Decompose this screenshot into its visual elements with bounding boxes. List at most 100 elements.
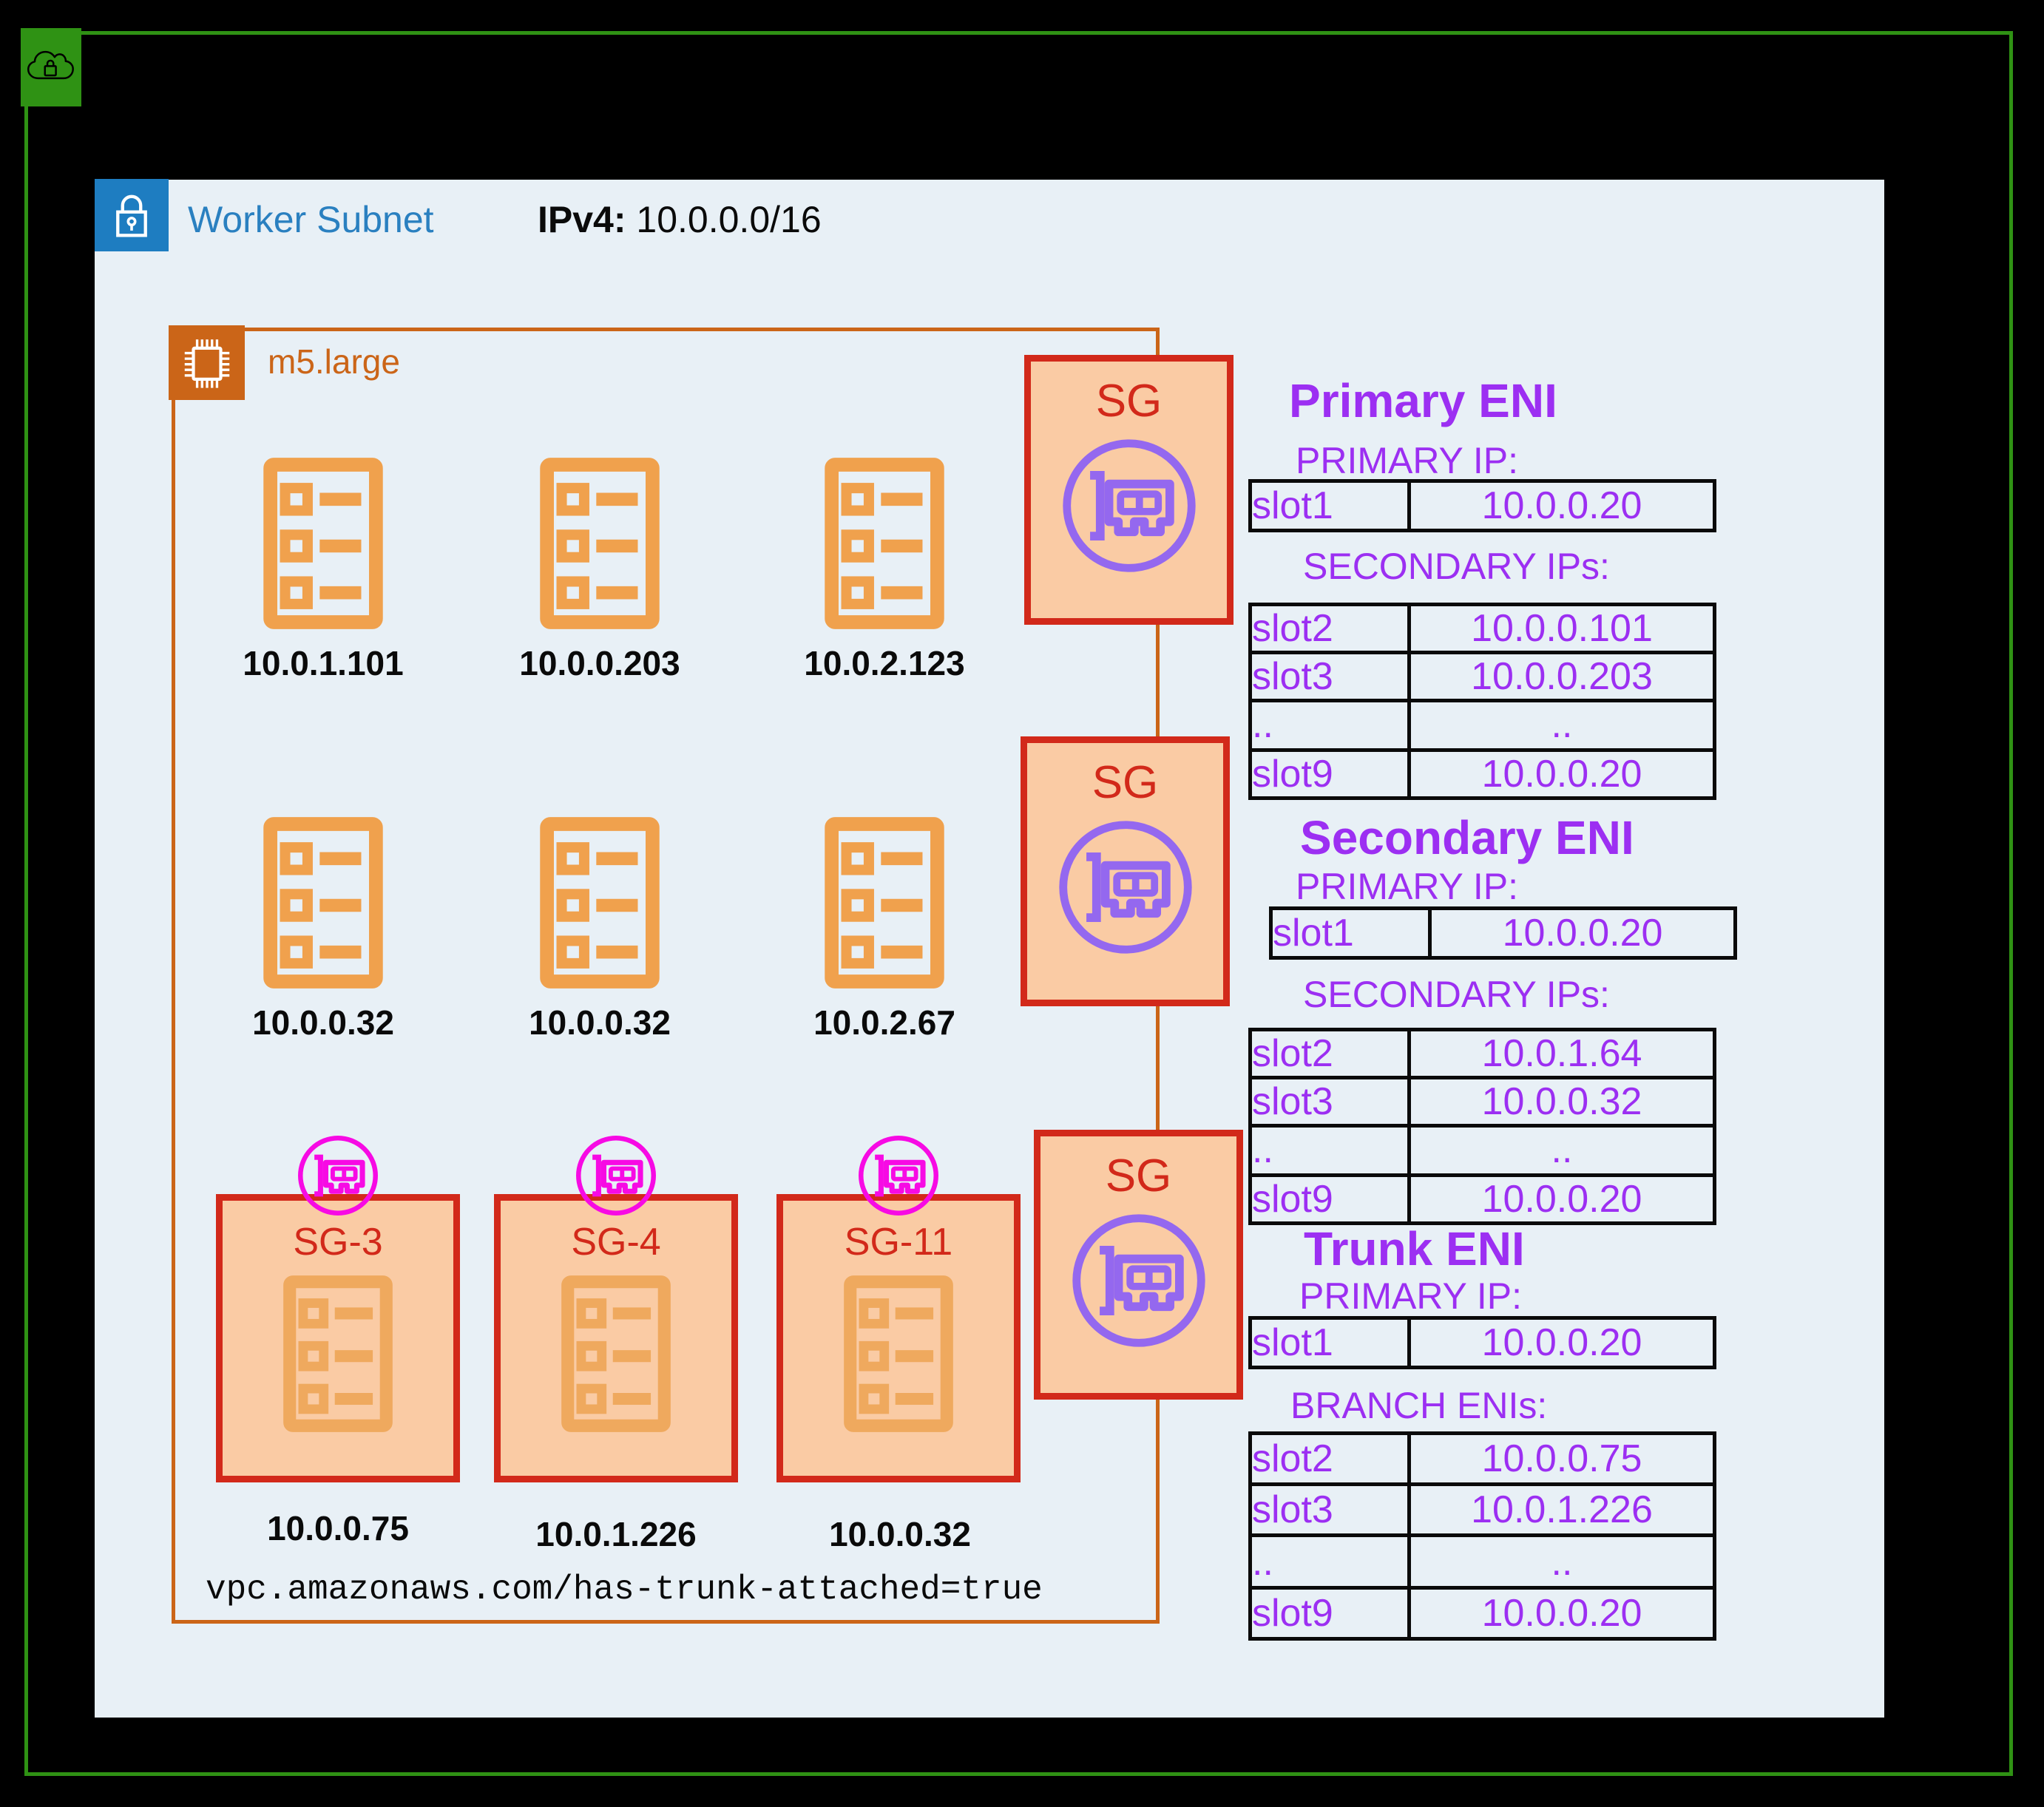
- slot-cell: slot1: [1248, 479, 1411, 532]
- branch-enis-heading: BRANCH ENIs:: [1290, 1385, 1548, 1426]
- slot-cell: slot3: [1248, 1076, 1411, 1128]
- pod-2: 10.0.0.203: [474, 457, 725, 683]
- trunk-annotation-text: vpc.amazonaws.com/has-trunk-attached=tru…: [206, 1570, 1043, 1609]
- secondary-eni-secondary-table: slot2 10.0.1.64 slot3 10.0.0.32 .. .. sl…: [1248, 1028, 1716, 1225]
- branch-eni-icon: [294, 1132, 382, 1219]
- ip-cell: 10.0.0.20: [1407, 1316, 1716, 1369]
- table-row: slot1 10.0.0.20: [1248, 1316, 1716, 1369]
- slot-cell: slot2: [1248, 1028, 1411, 1079]
- branch-pod-box-sg3: SG-3: [216, 1194, 460, 1482]
- pod-ip-label: 10.0.0.32: [252, 1003, 394, 1042]
- ip-cell: 10.0.0.32: [1407, 1076, 1716, 1128]
- ip-cell: 10.0.0.75: [1407, 1431, 1716, 1486]
- branch-sg-label: SG-4: [571, 1221, 661, 1264]
- pod-icon: [282, 1275, 393, 1433]
- sg-box-primary-eni: SG: [1024, 355, 1233, 625]
- cloud-lock-icon: [27, 49, 75, 86]
- eni-section-title: Secondary ENI: [1300, 811, 1634, 864]
- primary-eni-primary-table: slot1 10.0.0.20: [1248, 479, 1716, 532]
- instance-chip-badge: [169, 325, 245, 400]
- sg-label: SG: [1095, 376, 1163, 427]
- slot-cell: slot9: [1248, 1586, 1411, 1641]
- secondary-ips-heading: SECONDARY IPs:: [1303, 974, 1610, 1015]
- subnet-lock-badge: [95, 179, 169, 251]
- pod-icon: [823, 816, 946, 989]
- ip-cell: ..: [1407, 1124, 1716, 1177]
- sg-box-secondary-eni: SG: [1021, 736, 1230, 1006]
- table-row: slot2 10.0.0.75: [1248, 1431, 1716, 1486]
- cidr-value: 10.0.0.0/16: [636, 199, 822, 240]
- pod-ip-label: 10.0.0.32: [529, 1003, 671, 1042]
- slot-cell: ..: [1248, 1124, 1411, 1177]
- ip-cell: 10.0.0.20: [1407, 1173, 1716, 1225]
- branch-eni-icon: [855, 1132, 942, 1219]
- pod-icon: [262, 457, 385, 630]
- pod-1: 10.0.1.101: [197, 457, 449, 683]
- subnet-title: Worker Subnet: [188, 199, 434, 240]
- slot-cell: ..: [1248, 699, 1411, 752]
- trunk-eni-branch-table: slot2 10.0.0.75 slot3 10.0.1.226 .. .. s…: [1248, 1431, 1716, 1641]
- slot-cell: slot9: [1248, 748, 1411, 800]
- ip-cell: ..: [1407, 699, 1716, 752]
- ip-cell: 10.0.0.20: [1407, 748, 1716, 800]
- slot-cell: slot1: [1269, 906, 1432, 960]
- table-row: slot3 10.0.0.203: [1248, 651, 1716, 702]
- slot-cell: slot3: [1248, 651, 1411, 702]
- branch-ip-label: 10.0.0.32: [829, 1515, 971, 1553]
- primary-eni-secondary-table: slot2 10.0.0.101 slot3 10.0.0.203 .. .. …: [1248, 603, 1716, 800]
- table-row: slot1 10.0.0.20: [1269, 906, 1737, 960]
- branch-pod-box-sg4: SG-4: [494, 1194, 738, 1482]
- branch-sg-label: SG-3: [293, 1221, 383, 1264]
- eni-section-title: Trunk ENI: [1304, 1222, 1525, 1275]
- pod-icon: [538, 457, 661, 630]
- pod-icon: [843, 1275, 954, 1433]
- slot-cell: slot2: [1248, 603, 1411, 654]
- pod-3: 10.0.2.123: [759, 457, 1010, 683]
- secondary-eni-primary-table: slot1 10.0.0.20: [1269, 906, 1737, 960]
- primary-ip-heading: PRIMARY IP:: [1296, 866, 1519, 907]
- slot-cell: slot1: [1248, 1316, 1411, 1369]
- pod-4: 10.0.0.32: [197, 816, 449, 1042]
- sg-box-trunk-eni: SG: [1034, 1130, 1243, 1400]
- slot-cell: ..: [1248, 1533, 1411, 1590]
- table-row: slot3 10.0.1.226: [1248, 1482, 1716, 1537]
- subnet-cidr: IPv4: 10.0.0.0/16: [538, 198, 822, 241]
- branch-ip-label: 10.0.0.75: [267, 1509, 409, 1547]
- eni-section-title: Primary ENI: [1289, 374, 1557, 427]
- ip-cell: 10.0.0.20: [1428, 906, 1737, 960]
- table-row: slot9 10.0.0.20: [1248, 1586, 1716, 1641]
- instance-type-label: m5.large: [268, 342, 400, 381]
- secondary-ips-heading: SECONDARY IPs:: [1303, 546, 1610, 587]
- pod-ip-label: 10.0.2.67: [813, 1003, 955, 1042]
- table-row: slot9 10.0.0.20: [1248, 748, 1716, 800]
- primary-ip-heading: PRIMARY IP:: [1299, 1275, 1523, 1317]
- trunk-eni-primary-table: slot1 10.0.0.20: [1248, 1316, 1716, 1369]
- primary-ip-heading: PRIMARY IP:: [1296, 440, 1519, 481]
- pod-icon: [561, 1275, 671, 1433]
- sg-label: SG: [1105, 1150, 1172, 1201]
- ip-cell: 10.0.1.64: [1407, 1028, 1716, 1079]
- table-row: .. ..: [1248, 1533, 1716, 1590]
- pod-5: 10.0.0.32: [474, 816, 725, 1042]
- ip-cell: 10.0.0.101: [1407, 603, 1716, 654]
- ip-cell: 10.0.0.20: [1407, 1586, 1716, 1641]
- pod-ip-label: 10.0.0.203: [519, 644, 680, 682]
- sg-label: SG: [1092, 757, 1159, 808]
- table-row: slot3 10.0.0.32: [1248, 1076, 1716, 1128]
- ip-cell: 10.0.0.20: [1407, 479, 1716, 532]
- table-row: slot2 10.0.0.101: [1248, 603, 1716, 654]
- branch-eni-icon: [572, 1132, 660, 1219]
- branch-pod-box-sg11: SG-11: [776, 1194, 1021, 1482]
- slot-cell: slot2: [1248, 1431, 1411, 1486]
- table-row: .. ..: [1248, 1124, 1716, 1177]
- table-row: .. ..: [1248, 699, 1716, 752]
- pod-6: 10.0.2.67: [759, 816, 1010, 1042]
- chip-icon: [176, 332, 238, 394]
- table-row: slot9 10.0.0.20: [1248, 1173, 1716, 1225]
- vpc-boundary: [24, 31, 2013, 1776]
- pod-icon: [823, 457, 946, 630]
- eni-icon: [1053, 815, 1198, 960]
- pod-icon: [538, 816, 661, 989]
- pod-ip-label: 10.0.1.101: [243, 644, 404, 682]
- ip-cell: ..: [1407, 1533, 1716, 1590]
